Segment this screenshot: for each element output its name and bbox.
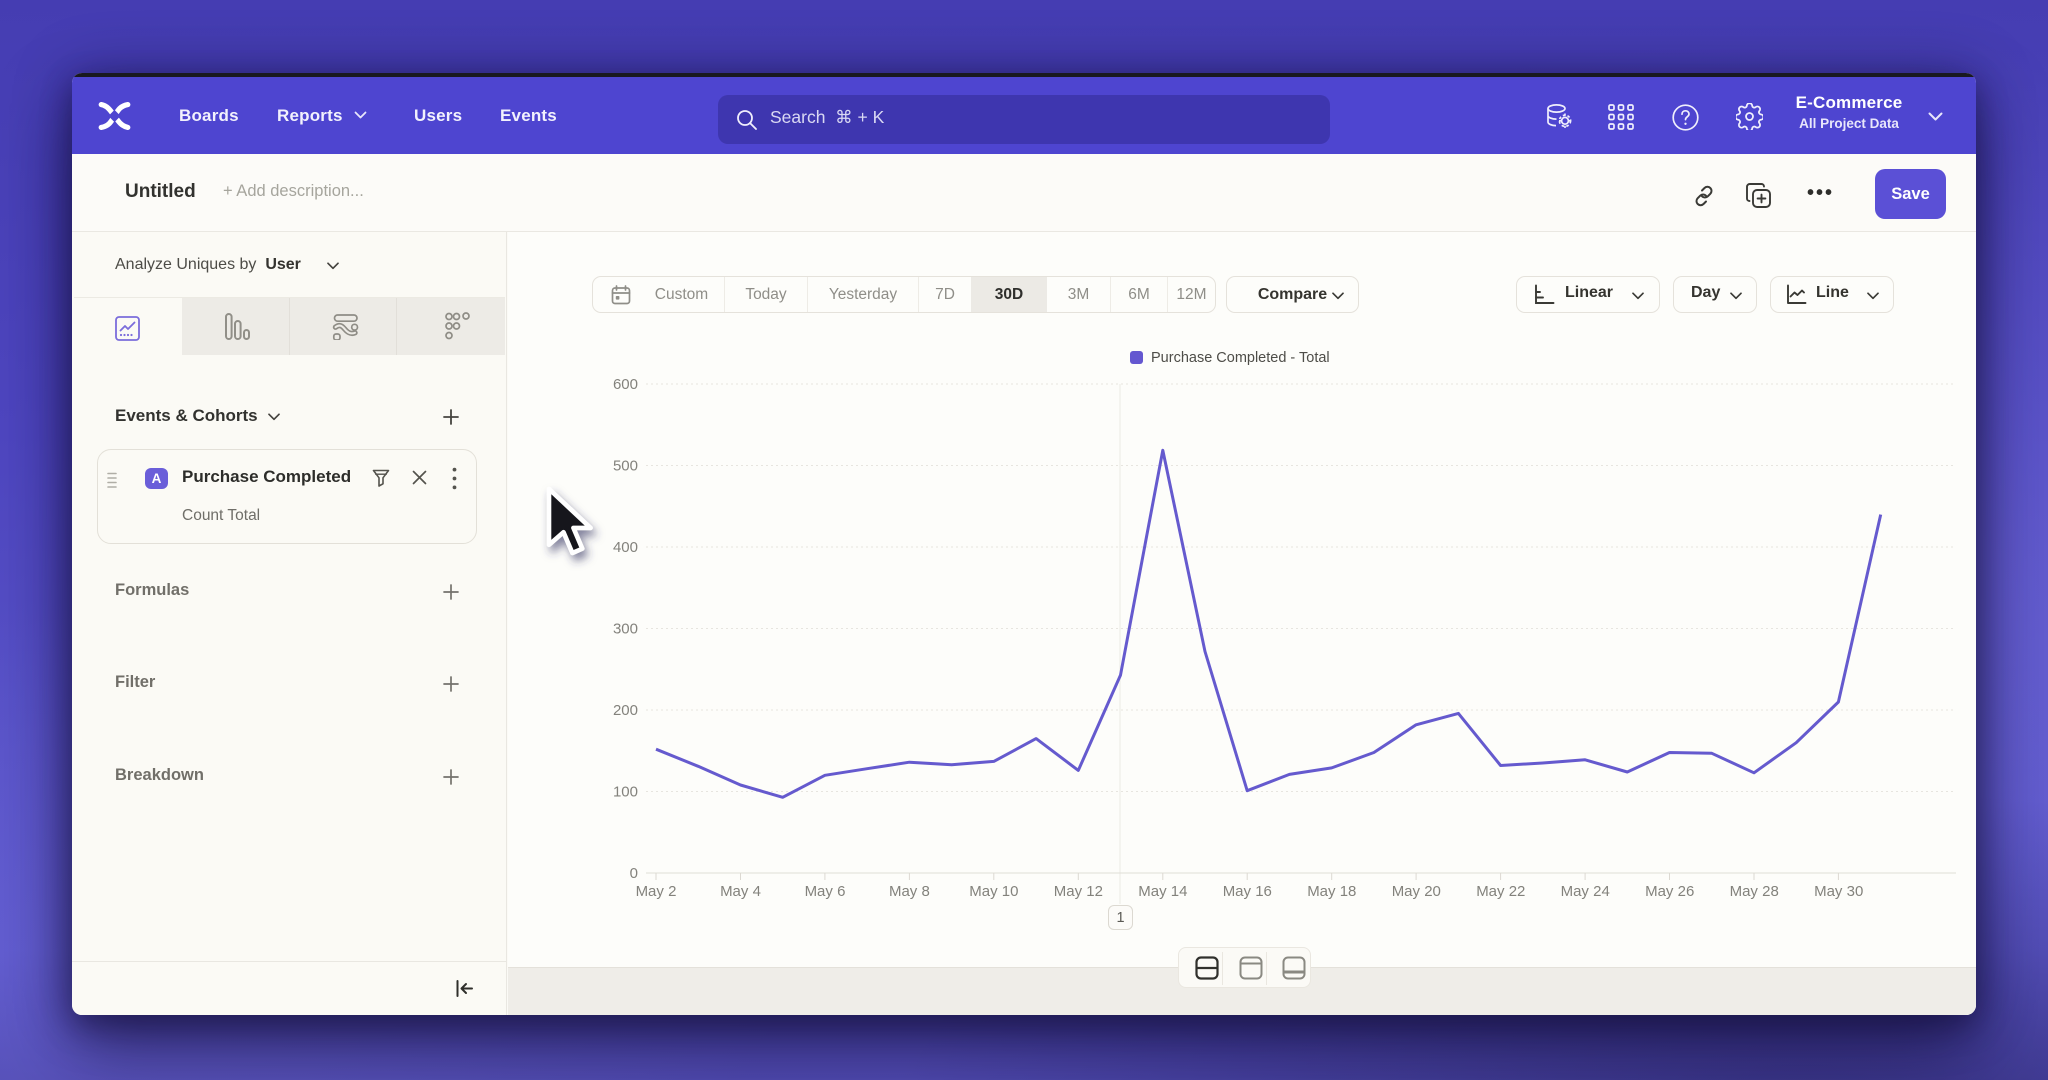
svg-text:0: 0: [630, 865, 638, 882]
svg-text:100: 100: [613, 784, 638, 801]
svg-text:300: 300: [613, 621, 638, 638]
svg-text:May 6: May 6: [805, 883, 846, 900]
svg-text:May 8: May 8: [889, 883, 930, 900]
svg-text:500: 500: [613, 458, 638, 475]
svg-text:May 20: May 20: [1392, 883, 1441, 900]
svg-text:May 2: May 2: [636, 883, 677, 900]
svg-text:May 14: May 14: [1138, 883, 1187, 900]
svg-text:600: 600: [613, 376, 638, 393]
svg-text:May 24: May 24: [1561, 883, 1610, 900]
svg-text:May 22: May 22: [1476, 883, 1525, 900]
svg-text:May 4: May 4: [720, 883, 761, 900]
svg-text:May 28: May 28: [1730, 883, 1779, 900]
svg-text:May 16: May 16: [1223, 883, 1272, 900]
svg-text:May 30: May 30: [1814, 883, 1863, 900]
svg-text:May 12: May 12: [1054, 883, 1103, 900]
svg-text:200: 200: [613, 702, 638, 719]
svg-text:May 18: May 18: [1307, 883, 1356, 900]
svg-text:May 10: May 10: [969, 883, 1018, 900]
svg-text:400: 400: [613, 539, 638, 556]
svg-text:May 26: May 26: [1645, 883, 1694, 900]
